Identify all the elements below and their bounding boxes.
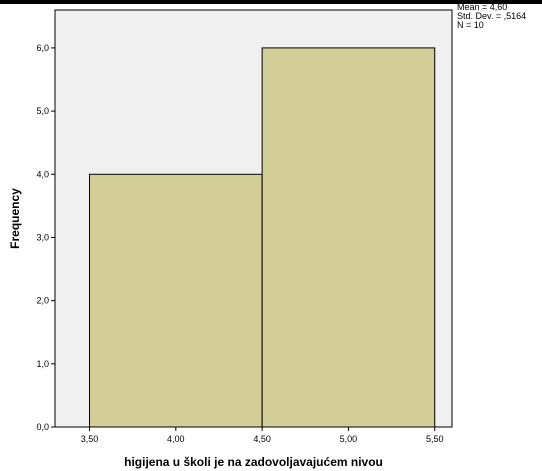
y-tick-label: 3,0 bbox=[36, 232, 49, 242]
y-tick-label: 2,0 bbox=[36, 296, 49, 306]
x-tick-label: 5,50 bbox=[426, 434, 444, 444]
n-label: N = 10 bbox=[457, 20, 484, 30]
y-ticks-group: 0,0 1,0 2,0 3,0 4,0 5,0 6,0 bbox=[36, 43, 55, 432]
x-tick-label: 4,00 bbox=[167, 434, 185, 444]
histogram-bar-1 bbox=[89, 173, 263, 428]
x-axis-label: higijena u školi je na zadovoljavajućem … bbox=[124, 455, 383, 469]
x-tick-label: 4,50 bbox=[253, 434, 271, 444]
histogram-bar-2 bbox=[261, 47, 436, 428]
y-tick-label: 1,0 bbox=[36, 359, 49, 369]
mean-label: Mean = 4,60 bbox=[457, 2, 508, 12]
x-tick-label: 5,00 bbox=[340, 434, 358, 444]
y-tick-label: 4,0 bbox=[36, 169, 49, 179]
y-tick-label: 5,0 bbox=[36, 106, 49, 116]
y-tick-label: 0,0 bbox=[36, 422, 49, 432]
statistics-legend: Mean = 4,60 Std. Dev. = ,5164 N = 10 bbox=[457, 3, 526, 30]
y-tick-label: 6,0 bbox=[36, 43, 49, 53]
top-border bbox=[0, 0, 542, 4]
std-dev-label: Std. Dev. = ,5164 bbox=[457, 11, 527, 21]
x-ticks-group: 3,50 4,00 4,50 5,00 5,50 bbox=[81, 427, 444, 444]
x-tick-label: 3,50 bbox=[81, 434, 99, 444]
y-axis-label: Frequency bbox=[8, 188, 22, 249]
bars-group bbox=[89, 47, 436, 428]
